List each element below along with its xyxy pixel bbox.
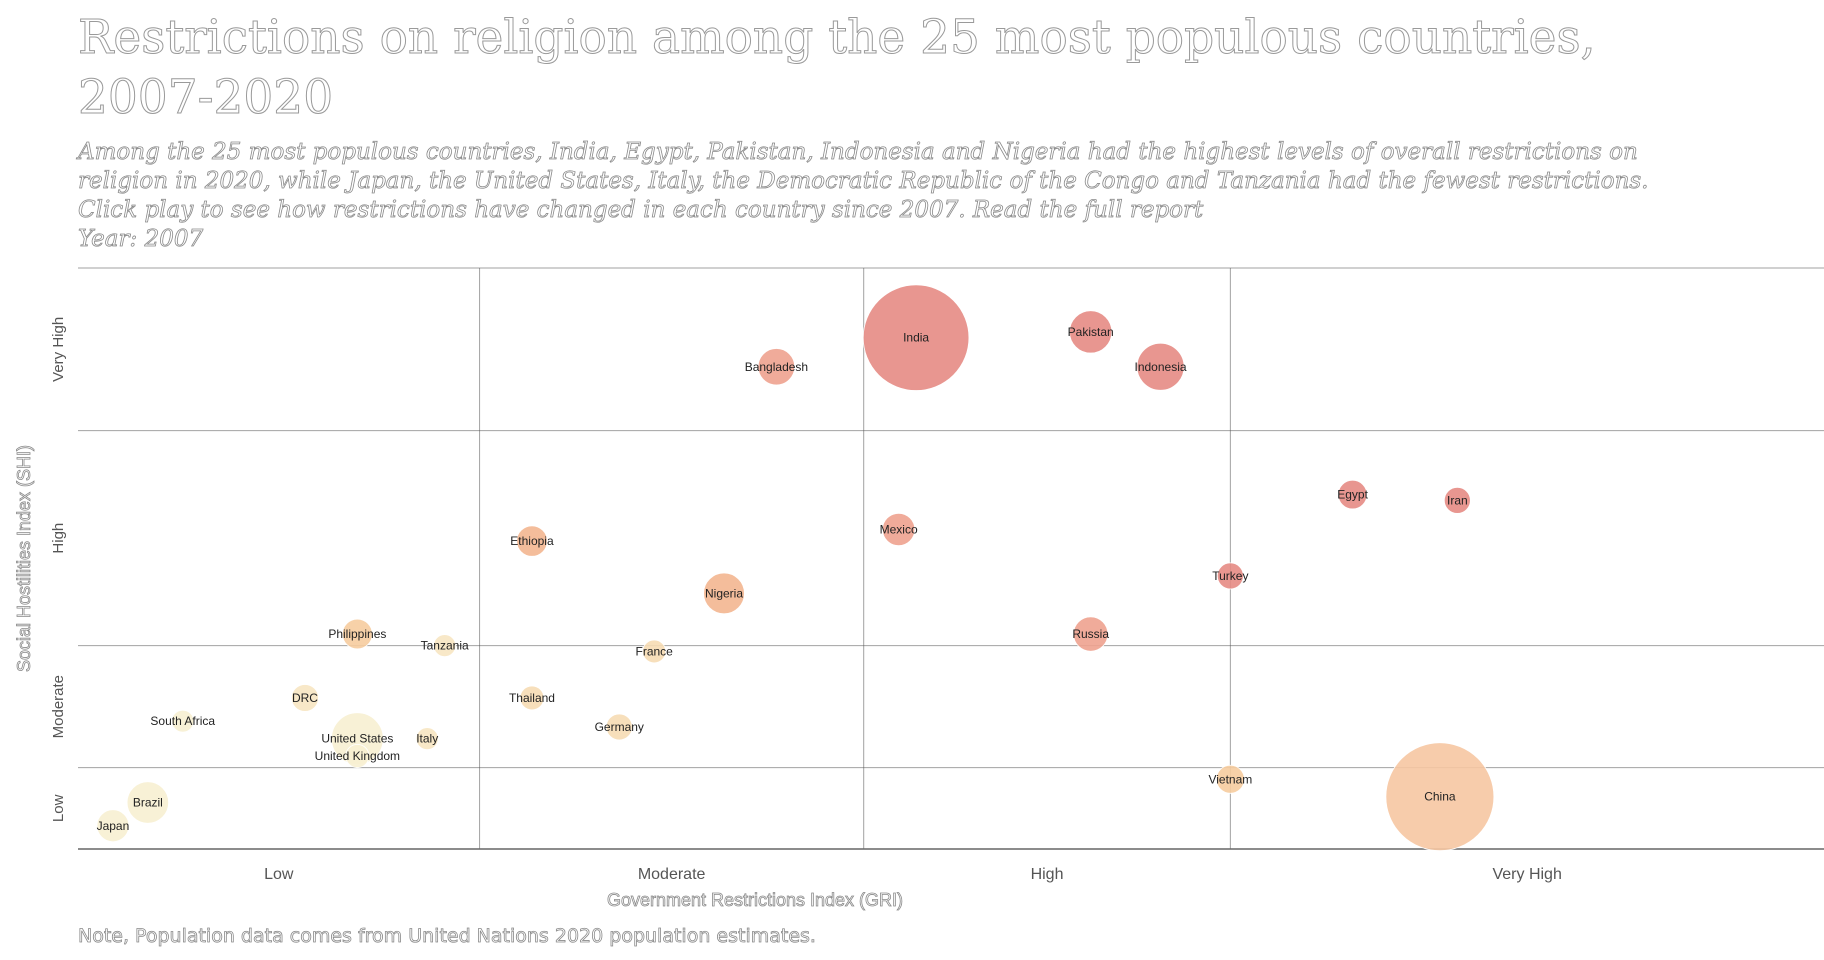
bubble-drc[interactable] [291, 684, 319, 712]
footnote: Note, Population data comes from United … [78, 925, 817, 948]
bubble-label-iran: Iran [1447, 493, 1468, 507]
bubble-label-india: India [903, 331, 929, 345]
bubble-label-turkey: Turkey [1212, 569, 1248, 583]
bubble-indonesia[interactable] [1136, 342, 1185, 391]
bubble-label-south-africa: South Africa [150, 714, 215, 728]
bubble-label-united-states: United States [321, 732, 393, 746]
y-tick-label-high: High [50, 523, 67, 554]
bubble-germany[interactable] [605, 713, 633, 741]
bubble-philippines[interactable] [342, 618, 373, 650]
bubble-label-vietnam: Vietnam [1208, 772, 1252, 786]
chart-title-line-1: Restrictions on religion among the 25 mo… [78, 10, 1597, 66]
bubble-label-russia: Russia [1072, 627, 1109, 641]
subtitle-line-1: Among the 25 most populous countries, In… [78, 139, 1639, 166]
year-label: Year: 2007 [78, 226, 204, 253]
bubble-tanzania[interactable] [433, 634, 457, 658]
bubble-label-pakistan: Pakistan [1068, 325, 1114, 339]
bubble-label-ethiopia: Ethiopia [510, 534, 554, 548]
bubble-nigeria[interactable] [703, 572, 745, 615]
bubble-label-italy: Italy [416, 732, 438, 746]
chart-title-line-2: 2007-2020 [78, 70, 334, 126]
bubble-egypt[interactable] [1337, 479, 1368, 510]
bubble-turkey[interactable] [1216, 562, 1244, 590]
bubble-russia[interactable] [1073, 616, 1109, 652]
x-tick-label-very-high: Very High [1492, 866, 1561, 883]
bubble-label-nigeria: Nigeria [705, 586, 743, 600]
bubble-bangladesh[interactable] [757, 348, 796, 386]
y-tick-label-low: Low [50, 794, 67, 822]
x-tick-label-moderate: Moderate [638, 866, 706, 883]
bubble-label-brazil: Brazil [133, 796, 163, 810]
y-axis-title: Social Hostilities Index (SHI) [14, 445, 34, 672]
chart-subtitle: Among the 25 most populous countries, In… [78, 138, 1758, 254]
bubble-label-france: France [636, 644, 674, 658]
bubble-label-indonesia: Indonesia [1134, 360, 1186, 374]
bubble-china[interactable] [1385, 742, 1495, 852]
bubble-india[interactable] [862, 284, 970, 391]
x-tick-label-high: High [1031, 866, 1064, 883]
bubble-label-germany: Germany [595, 720, 644, 734]
bubble-pakistan[interactable] [1069, 310, 1113, 354]
bubble-label-thailand: Thailand [509, 691, 555, 705]
bubble-label-drc: DRC [292, 691, 318, 705]
bubble-united-kingdom[interactable] [345, 743, 370, 769]
bubble-france[interactable] [642, 639, 667, 664]
y-tick-label-moderate: Moderate [50, 675, 67, 738]
bubble-label-japan: Japan [97, 819, 130, 833]
bubble-south-africa[interactable] [171, 709, 195, 733]
bubble-label-bangladesh: Bangladesh [745, 360, 808, 374]
y-tick-label-very-high: Very High [50, 317, 67, 382]
bubble-label-egypt: Egypt [1337, 488, 1368, 502]
x-axis-title: Government Restrictions Index (GRI) [607, 890, 903, 910]
bubble-label-united-kingdom: United Kingdom [315, 749, 400, 763]
bubble-vietnam[interactable] [1215, 764, 1245, 794]
subtitle-line-3[interactable]: Click play to see how restrictions have … [78, 197, 1204, 224]
bubble-thailand[interactable] [519, 685, 545, 711]
bubble-italy[interactable] [415, 727, 439, 751]
bubble-label-tanzania: Tanzania [421, 639, 469, 653]
bubble-label-philippines: Philippines [328, 627, 386, 641]
bubble-label-mexico: Mexico [880, 522, 918, 536]
subtitle-line-2: religion in 2020, while Japan, the Unite… [78, 168, 1649, 195]
bubble-label-china: China [1424, 790, 1456, 804]
bubble-brazil[interactable] [126, 781, 170, 824]
bubble-iran[interactable] [1443, 486, 1471, 514]
bubble-mexico[interactable] [882, 512, 916, 547]
bubble-japan[interactable] [96, 809, 130, 843]
bubble-ethiopia[interactable] [516, 525, 548, 557]
chart-title: Restrictions on religion among the 25 mo… [78, 8, 1758, 128]
x-tick-label-low: Low [264, 866, 294, 883]
